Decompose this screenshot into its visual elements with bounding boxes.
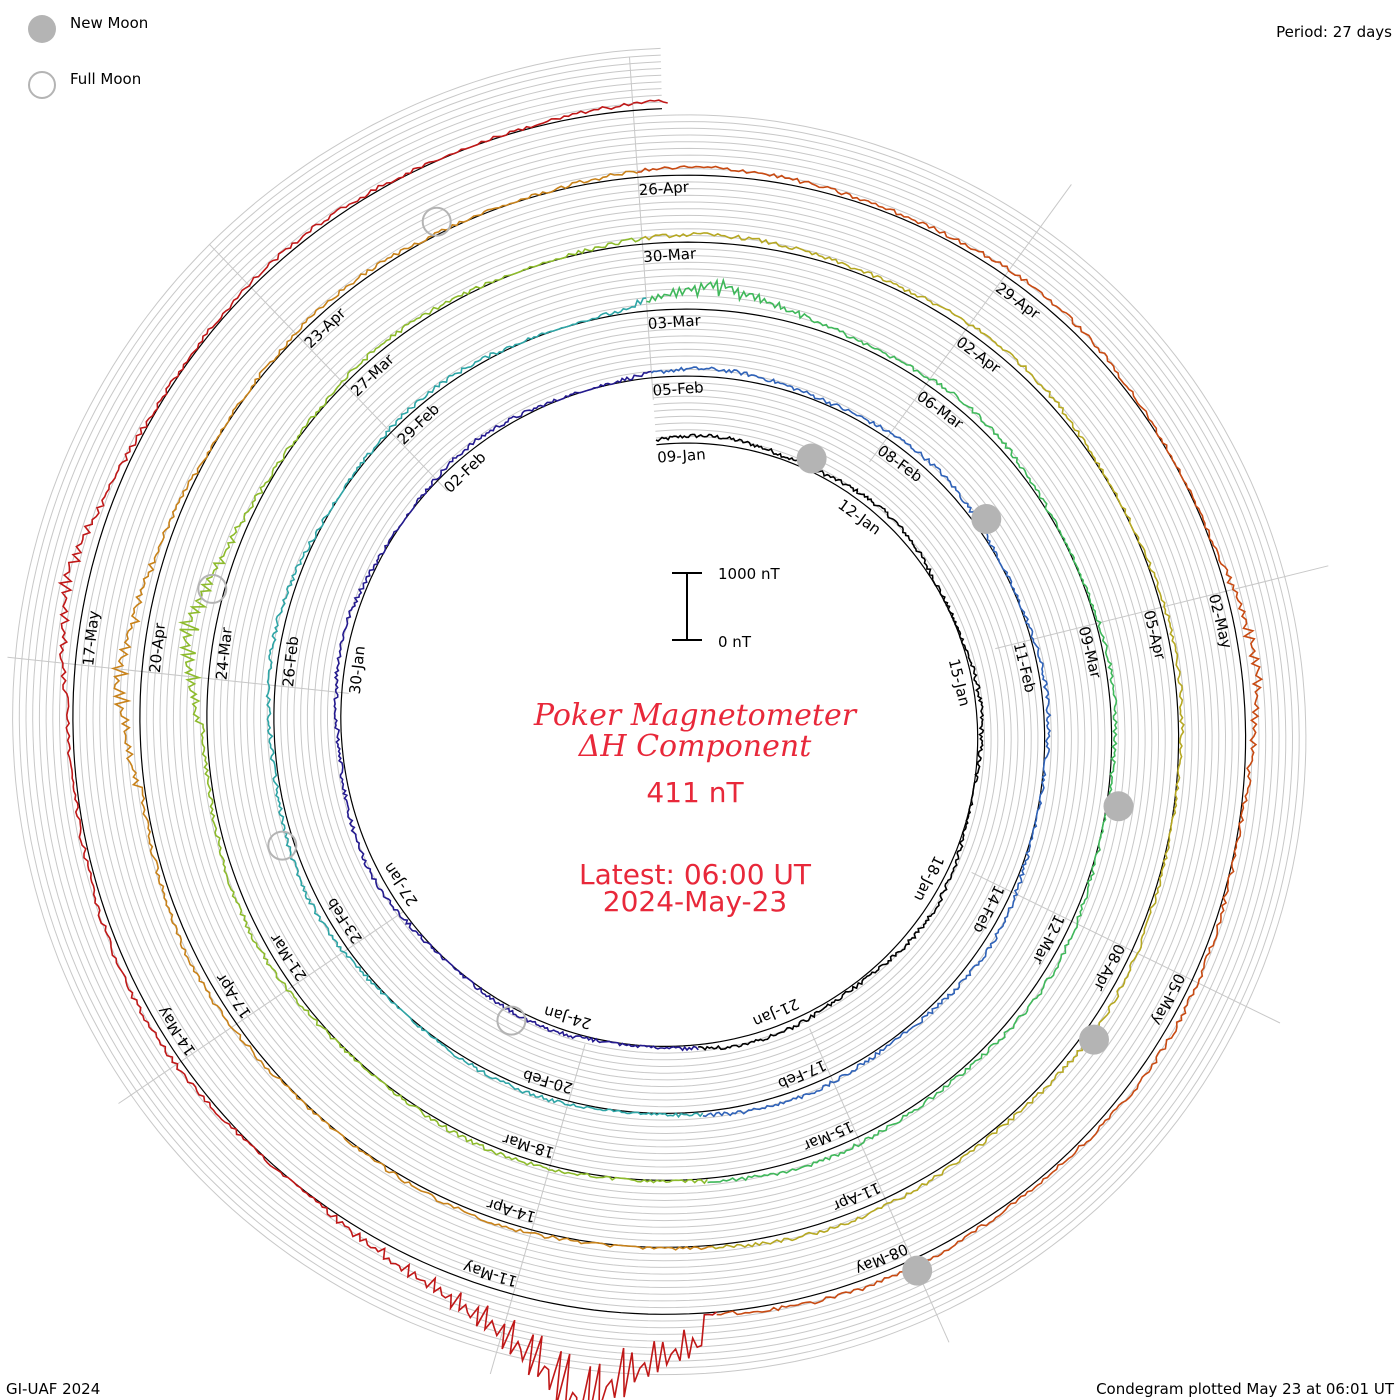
trace-segment (265, 297, 704, 1119)
date-label: 24-Mar (212, 626, 236, 681)
day-spoke (995, 565, 1329, 650)
grid-ring (32, 68, 1287, 1356)
date-label: 11-May (461, 1258, 519, 1291)
scale-bottom-label: 0 nT (718, 633, 752, 651)
new-moon-legend-label: New Moon (70, 14, 149, 32)
date-label: 05-Feb (652, 378, 704, 400)
full-moon-legend-label: Full Moon (70, 70, 142, 88)
latest-date: 2024-May-23 (602, 885, 788, 918)
scale-bar: 1000 nT 0 nT (672, 565, 780, 651)
date-label: 17-May (79, 610, 103, 667)
grid-ring (38, 74, 1280, 1349)
latest-time: Latest: 06:00 UT (578, 858, 812, 891)
chart-title: Poker Magnetometer (533, 698, 857, 733)
day-spoke (489, 1044, 586, 1375)
trace-segment (650, 366, 1052, 1118)
date-label: 12-Jan (835, 496, 885, 539)
full-moon-marker (267, 830, 298, 861)
grid-ring (12, 47, 1307, 1376)
moon-phase-markers (197, 206, 1134, 1286)
trace-segment (178, 237, 708, 1185)
day-spoke (118, 911, 404, 1104)
date-label: 30-Jan (346, 645, 369, 695)
trace-segment (333, 370, 699, 1052)
grid-ring (65, 101, 1253, 1322)
full-moon-marker (421, 206, 452, 237)
trace-segment (641, 231, 1185, 1250)
day-spoke (809, 1028, 950, 1343)
date-label: 30-Mar (643, 244, 698, 266)
full-moon-marker (496, 1005, 527, 1036)
new-moon-marker (971, 504, 1002, 534)
grid-ring (52, 88, 1267, 1335)
full-moon-marker (197, 573, 228, 604)
day-spoke (971, 871, 1281, 1024)
new-moon-marker (1103, 791, 1134, 822)
date-label: 02-May (1205, 592, 1236, 650)
grid-ring (58, 94, 1260, 1329)
trace-segment (646, 277, 1118, 1184)
day-spoke (869, 184, 1072, 463)
new-moon-legend-icon (28, 15, 56, 43)
trace-segment (57, 102, 717, 1400)
date-label: 09-Jan (657, 445, 707, 466)
scale-value: 411 nT (646, 776, 744, 809)
baseline-spiral-line (72, 108, 1247, 1315)
full-moon-legend-icon (28, 71, 56, 99)
grid-ring (25, 61, 1294, 1362)
chart-subtitle: ΔH Component (578, 729, 812, 764)
baseline-spiral (72, 108, 1247, 1315)
trace-segment (637, 165, 1264, 1316)
credit-left: GI-UAF 2024 (6, 1380, 101, 1398)
day-spoke (7, 656, 349, 694)
new-moon-marker (796, 443, 827, 474)
date-label: 03-Mar (647, 311, 702, 333)
period-label: Period: 27 days (1276, 23, 1392, 41)
trace-segment (110, 170, 712, 1251)
grid-ring (45, 81, 1273, 1342)
new-moon-marker (902, 1255, 933, 1286)
grid-rings (12, 47, 1307, 1376)
magnetometer-traces (57, 99, 1264, 1400)
new-moon-marker (1079, 1024, 1109, 1055)
day-spoke (629, 57, 654, 400)
date-label: 26-Feb (279, 635, 302, 688)
date-label: 24-Jan (542, 1002, 594, 1033)
credit-right: Condegram plotted May 23 at 06:01 UT (1096, 1380, 1394, 1398)
scale-top-label: 1000 nT (718, 565, 780, 583)
date-label: 26-Apr (638, 178, 690, 200)
date-label: 20-Apr (146, 621, 169, 674)
grid-ring (18, 54, 1300, 1369)
date-label: 14-Apr (484, 1195, 538, 1226)
day-spokes (7, 57, 1329, 1375)
trace-segment (632, 99, 668, 105)
